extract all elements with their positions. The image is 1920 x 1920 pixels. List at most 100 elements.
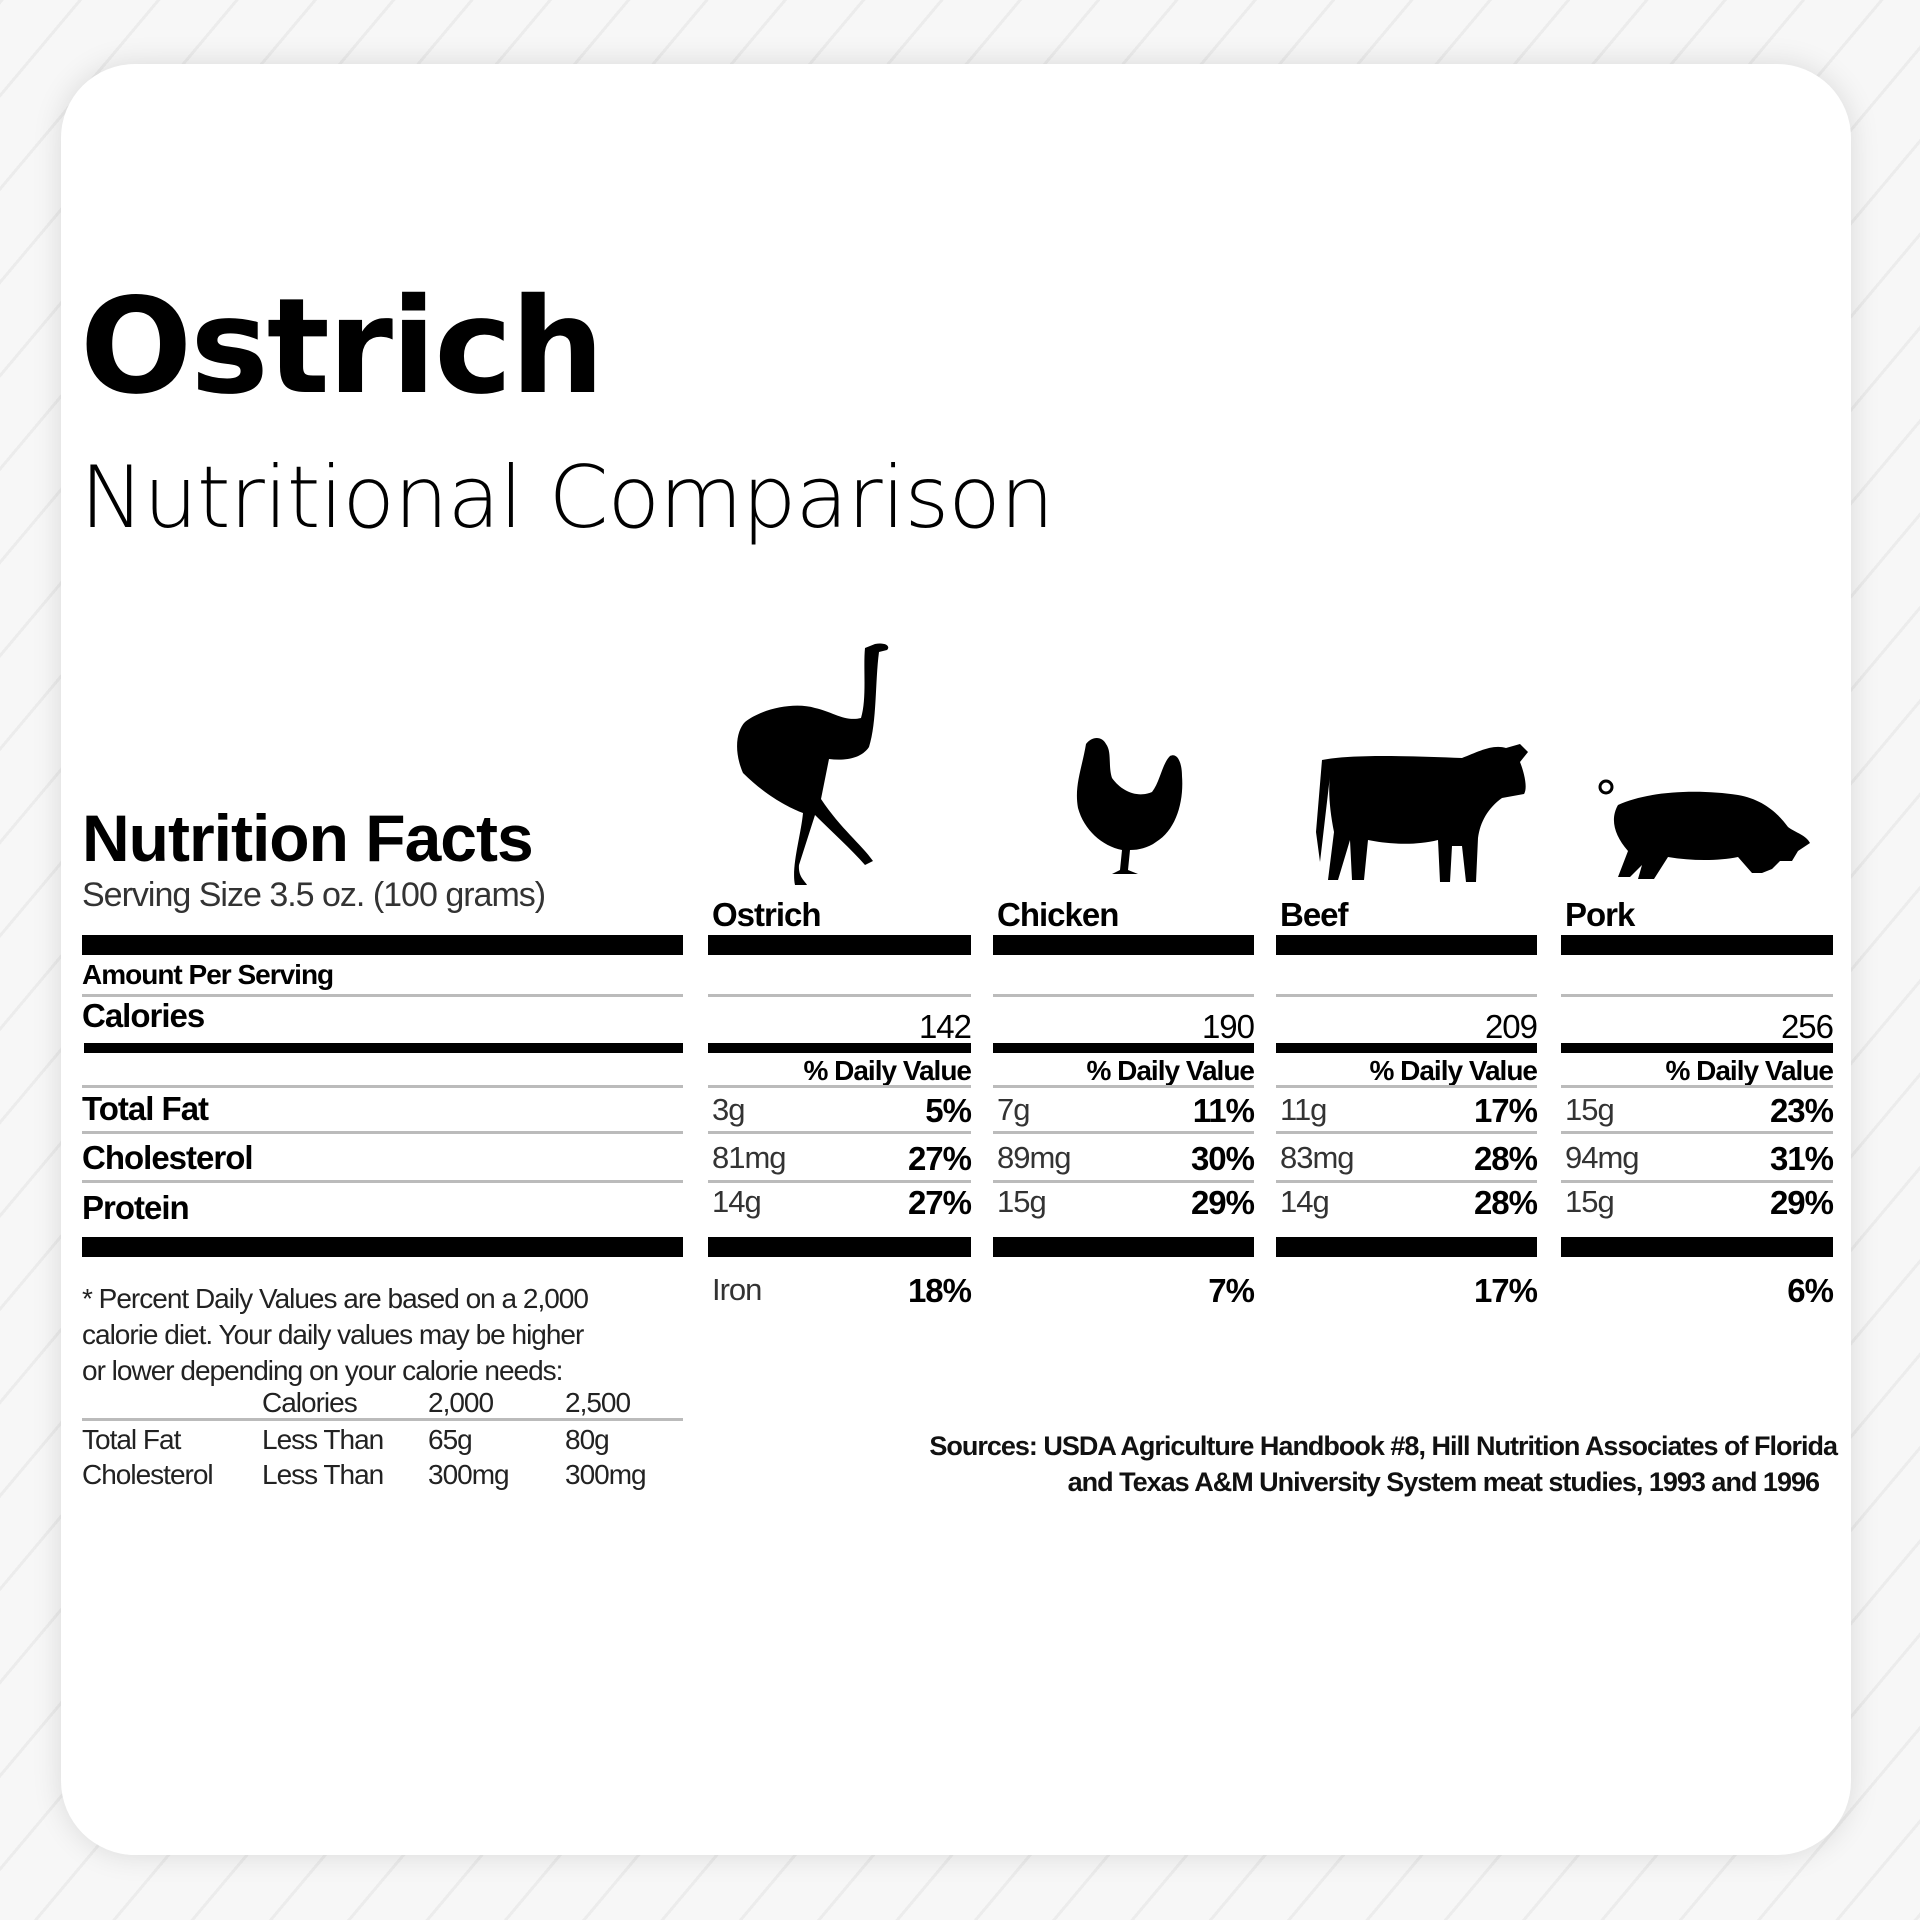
divider <box>1561 1180 1833 1183</box>
cholesterol-amount: 94mg <box>1565 1140 1640 1175</box>
divider <box>84 1043 683 1053</box>
row-label-total-fat: Total Fat <box>82 1090 209 1127</box>
sources-line: Sources: USDA Agriculture Handbook #8, H… <box>929 1431 1838 1461</box>
protein-amount: 15g <box>997 1184 1047 1219</box>
divider <box>82 994 683 997</box>
divider <box>993 1180 1254 1183</box>
protein-daily-value: 27% <box>907 1184 972 1221</box>
divider <box>1276 1085 1537 1088</box>
iron-daily-value: 17% <box>1473 1272 1538 1309</box>
divider <box>708 1237 971 1257</box>
divider <box>82 1180 683 1183</box>
calories-value: 209 <box>1484 1008 1538 1045</box>
ostrich-icon <box>737 643 889 885</box>
table-cell: 300mg <box>565 1459 647 1490</box>
cholesterol-daily-value: 31% <box>1769 1140 1834 1177</box>
table-cell: Less Than <box>262 1424 384 1455</box>
column-header: Chicken <box>997 896 1119 933</box>
divider <box>1561 1043 1833 1053</box>
divider <box>708 1085 971 1088</box>
protein-daily-value: 28% <box>1473 1184 1538 1221</box>
divider <box>82 935 683 955</box>
divider <box>1276 935 1537 955</box>
cholesterol-amount: 81mg <box>712 1140 787 1175</box>
page-title: Ostrich <box>80 270 604 424</box>
divider <box>1561 935 1833 955</box>
footnote-line: or lower depending on your calorie needs… <box>82 1355 563 1386</box>
protein-amount: 14g <box>1280 1184 1330 1219</box>
total-fat-amount: 7g <box>997 1092 1030 1127</box>
divider <box>1276 1043 1537 1053</box>
iron-label: Iron <box>712 1272 762 1307</box>
protein-amount: 14g <box>712 1184 762 1219</box>
daily-value-header: % Daily Value <box>803 1055 972 1086</box>
row-label-protein: Protein <box>82 1189 190 1226</box>
pig-icon <box>1598 779 1810 879</box>
divider <box>1561 1131 1833 1134</box>
protein-daily-value: 29% <box>1769 1184 1834 1221</box>
divider <box>82 1237 683 1257</box>
cholesterol-daily-value: 28% <box>1473 1140 1538 1177</box>
calories-label: Calories <box>82 997 205 1034</box>
table-cell: Total Fat <box>82 1424 181 1455</box>
total-fat-amount: 3g <box>712 1092 745 1127</box>
divider <box>1276 1131 1537 1134</box>
daily-value-header: % Daily Value <box>1665 1055 1834 1086</box>
chicken-icon <box>1074 738 1183 874</box>
column-header: Ostrich <box>712 896 822 933</box>
divider <box>708 1180 971 1183</box>
table-header-cell: 2,500 <box>565 1387 631 1418</box>
page-subtitle: Nutritional Comparison <box>80 448 1054 548</box>
column-header: Beef <box>1280 896 1349 933</box>
divider <box>708 935 971 955</box>
row-label-cholesterol: Cholesterol <box>82 1139 254 1176</box>
divider <box>708 994 971 997</box>
table-cell: Less Than <box>262 1459 384 1490</box>
divider <box>1561 1237 1833 1257</box>
sources-line: and Texas A&M University System meat stu… <box>1067 1467 1820 1497</box>
footnote: * Percent Daily Values are based on a 2,… <box>82 1281 589 1389</box>
iron-daily-value: 18% <box>907 1272 972 1309</box>
iron-daily-value: 6% <box>1787 1272 1834 1309</box>
sources: Sources: USDA Agriculture Handbook #8, H… <box>929 1428 1838 1500</box>
total-fat-daily-value: 17% <box>1473 1092 1538 1129</box>
cholesterol-daily-value: 27% <box>907 1140 972 1177</box>
total-fat-amount: 15g <box>1565 1092 1615 1127</box>
footnote-line: calorie diet. Your daily values may be h… <box>82 1319 584 1350</box>
divider <box>82 1085 683 1088</box>
cholesterol-daily-value: 30% <box>1190 1140 1255 1177</box>
divider <box>1561 1085 1833 1088</box>
table-header-cell: Calories <box>262 1387 358 1418</box>
divider <box>708 1131 971 1134</box>
total-fat-amount: 11g <box>1280 1092 1327 1127</box>
table-cell: 80g <box>565 1424 610 1455</box>
divider <box>708 1043 971 1053</box>
total-fat-daily-value: 23% <box>1769 1092 1834 1129</box>
divider <box>993 935 1254 955</box>
table-cell: 65g <box>428 1424 473 1455</box>
total-fat-daily-value: 11% <box>1192 1092 1255 1129</box>
total-fat-daily-value: 5% <box>925 1092 972 1129</box>
divider <box>1561 994 1833 997</box>
divider <box>1276 1180 1537 1183</box>
calories-value: 256 <box>1780 1008 1834 1045</box>
cow-icon <box>1316 744 1528 882</box>
divider <box>993 1237 1254 1257</box>
serving-size: Serving Size 3.5 oz. (100 grams) <box>82 876 546 914</box>
divider <box>993 1043 1254 1053</box>
daily-value-header: % Daily Value <box>1086 1055 1255 1086</box>
divider <box>1276 994 1537 997</box>
table-header-cell: 2,000 <box>428 1387 494 1418</box>
cholesterol-amount: 83mg <box>1280 1140 1355 1175</box>
protein-amount: 15g <box>1565 1184 1615 1219</box>
nutrition-facts-heading: Nutrition Facts <box>82 801 534 875</box>
iron-daily-value: 7% <box>1208 1272 1255 1309</box>
card <box>61 64 1851 1855</box>
table-cell: Cholesterol <box>82 1459 214 1490</box>
amount-per-serving: Amount Per Serving <box>82 959 334 990</box>
calories-value: 142 <box>918 1008 972 1045</box>
divider <box>993 1085 1254 1088</box>
divider <box>82 1418 683 1421</box>
calories-value: 190 <box>1201 1008 1255 1045</box>
protein-daily-value: 29% <box>1190 1184 1255 1221</box>
